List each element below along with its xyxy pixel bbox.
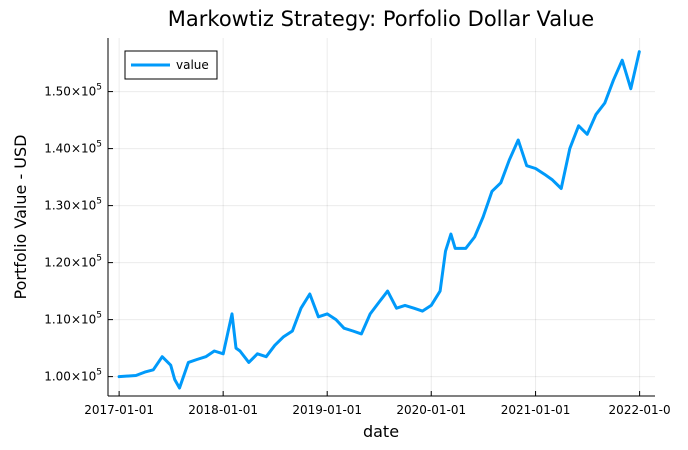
x-tick-label: 2018-01-01 — [188, 403, 258, 417]
x-axis-label: date — [363, 422, 399, 441]
x-tick-label: 2022-01-0 — [609, 403, 671, 417]
x-tick-label: 2020-01-01 — [396, 403, 466, 417]
legend-entry-value: value — [176, 58, 209, 72]
chart-title: Markowtiz Strategy: Porfolio Dollar Valu… — [168, 7, 594, 31]
y-tick-label: 1.40×105 — [44, 140, 102, 156]
y-tick-label: 1.50×105 — [44, 83, 102, 99]
y-ticks: 1.00×105 1.10×105 1.20×105 1.30×105 1.40×105… — [44, 83, 113, 384]
y-tick-label: 1.20×105 — [44, 254, 102, 270]
x-ticks: 2017-01-01 2018-01-01 2019-01-01 2020-01-01… — [84, 391, 671, 417]
x-tick-label: 2019-01-01 — [292, 403, 362, 417]
y-tick-label: 1.00×105 — [44, 368, 102, 384]
x-tick-label: 2017-01-01 — [84, 403, 154, 417]
grid-lines — [108, 38, 655, 396]
y-axis-label: Portfolio Value - USD — [11, 135, 30, 300]
x-tick-label: 2021-01-01 — [501, 403, 571, 417]
y-tick-label: 1.30×105 — [44, 197, 102, 213]
y-tick-label: 1.10×105 — [44, 311, 102, 327]
legend: value — [124, 50, 218, 80]
series-line-value — [117, 50, 641, 390]
